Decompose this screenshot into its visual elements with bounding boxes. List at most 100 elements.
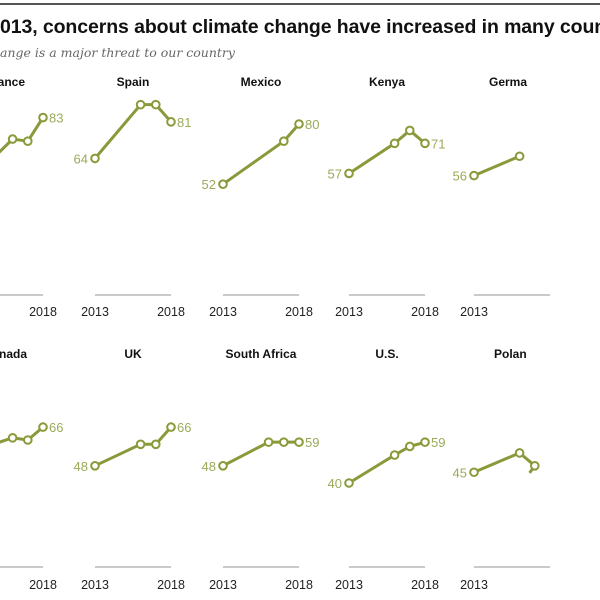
data-point — [389, 138, 400, 149]
panel-uk: UK 2013 2018 48 66 — [74, 347, 192, 592]
data-point — [263, 437, 274, 447]
top-rule — [0, 3, 600, 5]
data-point — [420, 437, 430, 447]
x-tick-label: 2013 — [81, 578, 109, 592]
series-line — [222, 123, 301, 186]
data-point — [514, 448, 525, 458]
series-line — [348, 440, 426, 485]
panel-title: Mexico — [241, 75, 282, 89]
panel-title: South Africa — [226, 347, 297, 361]
x-tick-label: 2018 — [29, 578, 57, 592]
data-label-start: 45 — [453, 465, 467, 480]
panel-mexico: Mexico 2013 2018 52 80 — [202, 75, 320, 319]
data-point — [90, 153, 100, 164]
series-line — [473, 154, 521, 177]
data-point — [7, 134, 18, 144]
x-tick-label: 2013 — [81, 305, 109, 319]
panel-title: ance — [0, 75, 25, 89]
series-line — [94, 426, 173, 468]
chart-subtitle: ange is a major threat to our country — [0, 45, 235, 60]
series-line — [222, 440, 299, 468]
data-point — [23, 435, 33, 445]
data-label-start: 48 — [74, 459, 88, 474]
data-point — [344, 168, 354, 179]
data-point — [151, 99, 161, 110]
series-line — [473, 451, 537, 474]
panel-title: Germa — [489, 75, 527, 89]
data-point — [279, 437, 289, 447]
data-label-end: 71 — [431, 136, 445, 151]
data-point — [344, 478, 354, 488]
data-label-start: 40 — [328, 476, 342, 491]
data-label-end: 80 — [305, 117, 319, 132]
panel-kenya: Kenya 2013 2018 57 71 — [328, 75, 446, 319]
data-point — [90, 461, 100, 471]
x-tick-label: 2018 — [157, 578, 185, 592]
data-point — [166, 117, 176, 127]
panel-u-s-: U.S. 2013 2018 40 59 — [328, 347, 446, 592]
x-tick-label: 2013 — [335, 305, 363, 319]
panel-title: nada — [0, 347, 27, 361]
x-tick-label: 2013 — [209, 305, 237, 319]
data-point — [294, 119, 304, 129]
panel-title: U.S. — [375, 347, 398, 361]
data-label-end: 83 — [49, 111, 63, 126]
data-point — [218, 179, 228, 189]
panel-polan: Polan 2013 45 — [453, 347, 550, 592]
panel-ance: ance 2018 83 — [0, 75, 63, 319]
panel-south-africa: South Africa 2013 2018 48 59 — [202, 347, 320, 592]
data-label-start: 48 — [202, 459, 216, 474]
data-point — [38, 112, 48, 123]
data-point — [469, 170, 479, 181]
panel-spain: Spain 2013 2018 64 81 — [74, 75, 192, 319]
data-point — [420, 138, 430, 149]
panel-germa: Germa 2013 56 — [453, 75, 550, 319]
data-point — [135, 99, 146, 110]
x-tick-label: 2018 — [411, 578, 439, 592]
data-label-end: 59 — [305, 435, 319, 450]
panel-title: UK — [124, 347, 142, 361]
x-tick-label: 2013 — [209, 578, 237, 592]
x-tick-label: 2013 — [460, 578, 488, 592]
data-point — [405, 125, 415, 136]
data-label-end: 81 — [177, 115, 191, 130]
data-point — [7, 433, 18, 443]
data-point — [514, 151, 525, 162]
data-label-end: 66 — [177, 420, 191, 435]
data-label-start: 57 — [328, 166, 342, 181]
data-point — [23, 136, 33, 146]
data-point — [279, 136, 289, 146]
series-line — [0, 425, 44, 444]
panel-title: Polan — [494, 347, 527, 361]
panel-nada: nada 2018 66 — [0, 347, 63, 592]
series-line — [348, 128, 426, 175]
data-label-start: 52 — [202, 177, 216, 192]
panel-title: Kenya — [369, 75, 405, 89]
data-label-start: 64 — [74, 151, 88, 166]
data-point — [151, 439, 161, 450]
x-tick-label: 2013 — [460, 305, 488, 319]
series-line — [93, 103, 173, 160]
panel-title: Spain — [117, 75, 150, 89]
x-tick-label: 2018 — [411, 305, 439, 319]
data-label-end: 66 — [49, 420, 63, 435]
data-point — [218, 461, 228, 471]
data-point — [389, 450, 400, 460]
data-point — [294, 437, 304, 447]
x-tick-label: 2018 — [285, 305, 313, 319]
chart-title: 013, concerns about climate change have … — [0, 16, 600, 38]
data-point — [166, 422, 176, 432]
data-label-end: 59 — [431, 435, 445, 450]
x-tick-label: 2018 — [29, 305, 57, 319]
data-point — [38, 422, 48, 432]
data-point — [405, 441, 415, 452]
x-tick-label: 2018 — [285, 578, 313, 592]
data-point — [135, 439, 146, 450]
data-point — [469, 467, 479, 478]
x-tick-label: 2013 — [335, 578, 363, 592]
x-tick-label: 2018 — [157, 305, 185, 319]
series-line — [0, 116, 45, 154]
data-label-start: 56 — [453, 169, 467, 184]
